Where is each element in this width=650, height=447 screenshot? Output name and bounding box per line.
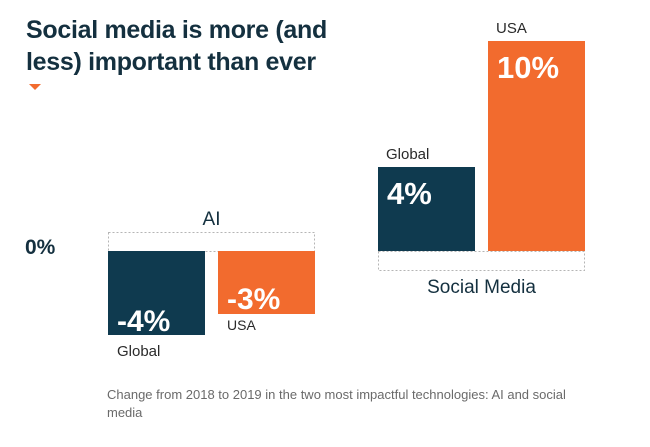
title-marker-icon bbox=[29, 84, 41, 90]
category-label-ai-global: Global bbox=[117, 343, 160, 360]
value-label-social-media-global: 4% bbox=[387, 176, 432, 211]
group-label-ai: AI bbox=[203, 209, 221, 230]
value-label-social-media-usa: 10% bbox=[497, 50, 559, 85]
category-label-social-media-usa: USA bbox=[496, 20, 527, 37]
chart-caption: Change from 2018 to 2019 in the two most… bbox=[107, 387, 566, 420]
value-label-ai-usa: -3% bbox=[227, 283, 280, 316]
bar-ai-global bbox=[108, 251, 205, 335]
bar-ai-usa bbox=[218, 251, 315, 314]
chart-title: Social media is more (and less) importan… bbox=[26, 16, 327, 76]
category-label-social-media-global: Global bbox=[386, 146, 429, 163]
group-label-social-media: Social Media bbox=[427, 277, 536, 298]
value-label-ai-global: -4% bbox=[117, 305, 170, 338]
zero-axis-label: 0% bbox=[25, 236, 56, 259]
group-bracket-social-media bbox=[378, 251, 585, 271]
group-bracket-ai bbox=[108, 232, 315, 252]
bar-social-media-usa bbox=[488, 41, 585, 251]
bar-social-media-global bbox=[378, 167, 475, 251]
category-label-ai-usa: USA bbox=[227, 317, 256, 333]
